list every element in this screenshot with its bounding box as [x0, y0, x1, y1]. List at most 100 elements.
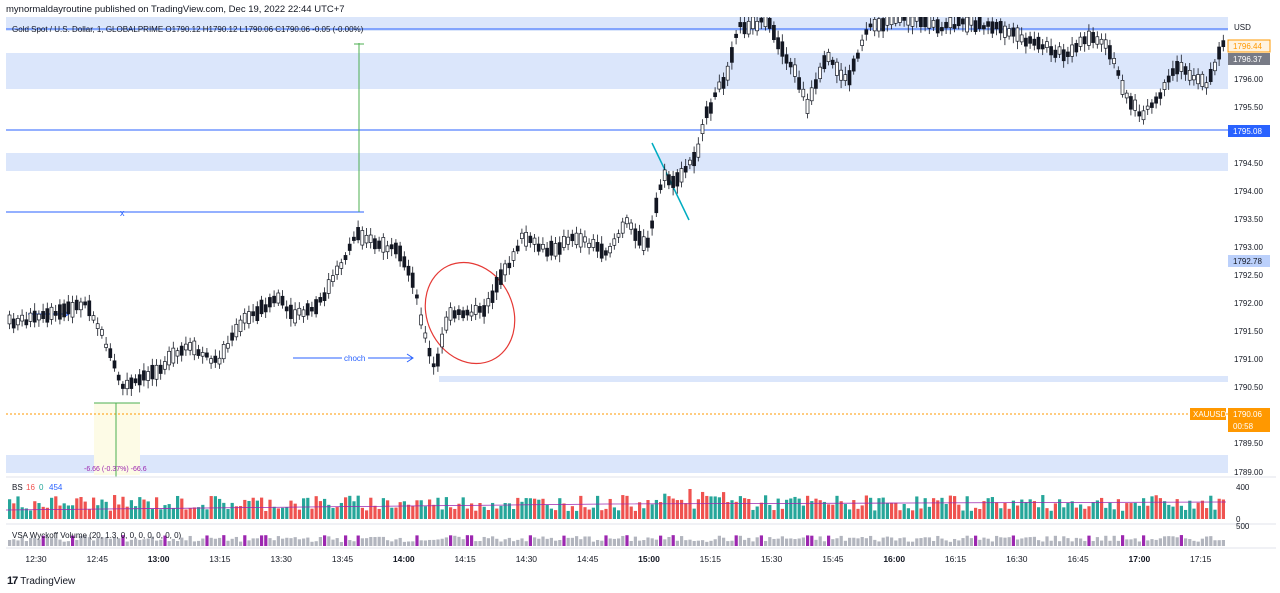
- volume-bar: [239, 505, 243, 519]
- volume-bar: [129, 500, 133, 519]
- volume-bar: [50, 497, 54, 519]
- vsa-bar: [386, 540, 390, 546]
- candle-body: [16, 318, 20, 326]
- volume-bar: [16, 496, 20, 519]
- time-tick-label: 14:00: [393, 554, 415, 564]
- volume-bar: [1167, 504, 1171, 519]
- volume-bar: [801, 505, 805, 519]
- volume-bar: [671, 498, 675, 519]
- candle-body: [163, 361, 167, 370]
- candle-body: [251, 311, 255, 317]
- volume-bar: [1125, 503, 1129, 519]
- vsa-bar: [751, 541, 755, 546]
- candle-body: [242, 312, 247, 324]
- time-tick-label: 12:30: [25, 554, 47, 564]
- vsa-bar: [180, 537, 184, 546]
- candle-body: [360, 230, 365, 246]
- volume-bar: [932, 498, 936, 519]
- vsa-bar: [348, 540, 352, 546]
- vsa-bar: [894, 540, 898, 546]
- volume-bar: [465, 508, 469, 519]
- bs-v2: 0: [39, 483, 44, 492]
- vsa-bar: [848, 537, 852, 546]
- candle-body: [1154, 96, 1158, 104]
- vsa-bar: [768, 537, 772, 546]
- vsa-bar: [394, 539, 398, 546]
- candle-body: [461, 310, 465, 319]
- highlight-ellipse[interactable]: [409, 248, 531, 379]
- candle-body: [864, 29, 869, 35]
- candle-body: [524, 231, 528, 247]
- vsa-bar: [461, 539, 465, 546]
- price-tick-label: 1795.50: [1234, 103, 1263, 112]
- time-tick-label: 16:00: [883, 554, 905, 564]
- vsa-bar: [255, 538, 259, 546]
- candle-body: [402, 256, 407, 268]
- volume-bar: [1041, 495, 1045, 519]
- volume-bar: [331, 508, 335, 519]
- vsa-bar: [377, 536, 381, 546]
- candle-body: [742, 22, 747, 35]
- tradingview-logo[interactable]: 17 TradingView: [7, 575, 75, 587]
- candle-body: [87, 300, 92, 317]
- volume-bar: [184, 509, 188, 519]
- candle-body: [112, 360, 117, 369]
- candle-body: [49, 306, 54, 320]
- vsa-bar: [1104, 535, 1108, 546]
- volume-bar: [268, 499, 272, 519]
- volume-bar: [1137, 505, 1141, 519]
- vsa-bar: [730, 540, 734, 546]
- tag-blue-text: 1795.08: [1233, 127, 1262, 136]
- volume-bar: [1011, 500, 1015, 519]
- vsa-bar: [923, 537, 927, 546]
- candle-body: [822, 55, 827, 70]
- candle-body: [1095, 36, 1100, 45]
- volume-bar: [37, 503, 41, 519]
- time-axis[interactable]: 12:30 12:45 13:00 13:15 13:30 13:45 14:00 14:15…: [25, 554, 1211, 564]
- vsa-bar: [713, 539, 717, 546]
- vsa-bar: [276, 536, 280, 546]
- volume-bar: [163, 505, 167, 519]
- candle-body: [1061, 49, 1066, 62]
- candle-body: [1204, 82, 1209, 89]
- chart-frame[interactable]: x -6.66 (-0.37%) -66.6 choch USD 1796.00…: [5, 3, 1276, 570]
- vsa-bar: [390, 541, 394, 546]
- vsa-bar: [785, 538, 789, 546]
- volume-bar: [373, 505, 377, 519]
- candle-body: [528, 235, 533, 243]
- candle-body: [326, 279, 331, 294]
- candle-body: [553, 243, 558, 257]
- volume-bar: [41, 506, 45, 519]
- volume-bar: [902, 503, 906, 519]
- candle-body: [146, 371, 150, 381]
- vsa-bar: [96, 538, 100, 546]
- candle-body: [872, 18, 877, 32]
- volume-bar: [675, 500, 679, 519]
- candle-body: [1057, 46, 1062, 55]
- vsa-bar: [264, 535, 268, 546]
- volume-bar: [659, 502, 663, 519]
- x-label: x: [120, 208, 125, 218]
- vsa-bar: [62, 541, 66, 546]
- vsa-bar: [512, 541, 516, 546]
- candle-body: [192, 340, 197, 356]
- time-tick-label: 12:45: [87, 554, 109, 564]
- vsa-bar: [810, 535, 814, 546]
- time-tick-label: 16:30: [1006, 554, 1028, 564]
- volume-bar: [381, 498, 385, 519]
- candle-body: [226, 343, 230, 349]
- candle-body: [1187, 70, 1192, 81]
- vsa-bar: [209, 537, 213, 546]
- vsa-bar: [470, 535, 474, 546]
- candle-body: [389, 244, 394, 250]
- volume-bar: [218, 498, 222, 519]
- candle-body: [276, 292, 281, 304]
- volume-bar: [398, 502, 402, 519]
- vsa-bar: [612, 538, 616, 546]
- chart-svg[interactable]: x -6.66 (-0.37%) -66.6 choch USD 1796.00…: [5, 3, 1276, 570]
- volume-bar: [503, 503, 507, 519]
- price-axis[interactable]: 1796.00 1795.50 1794.50 1794.00 1793.50 1793.…: [1234, 75, 1263, 477]
- candle-body: [797, 77, 801, 90]
- vsa-bar: [41, 535, 45, 546]
- candle-body: [289, 304, 293, 319]
